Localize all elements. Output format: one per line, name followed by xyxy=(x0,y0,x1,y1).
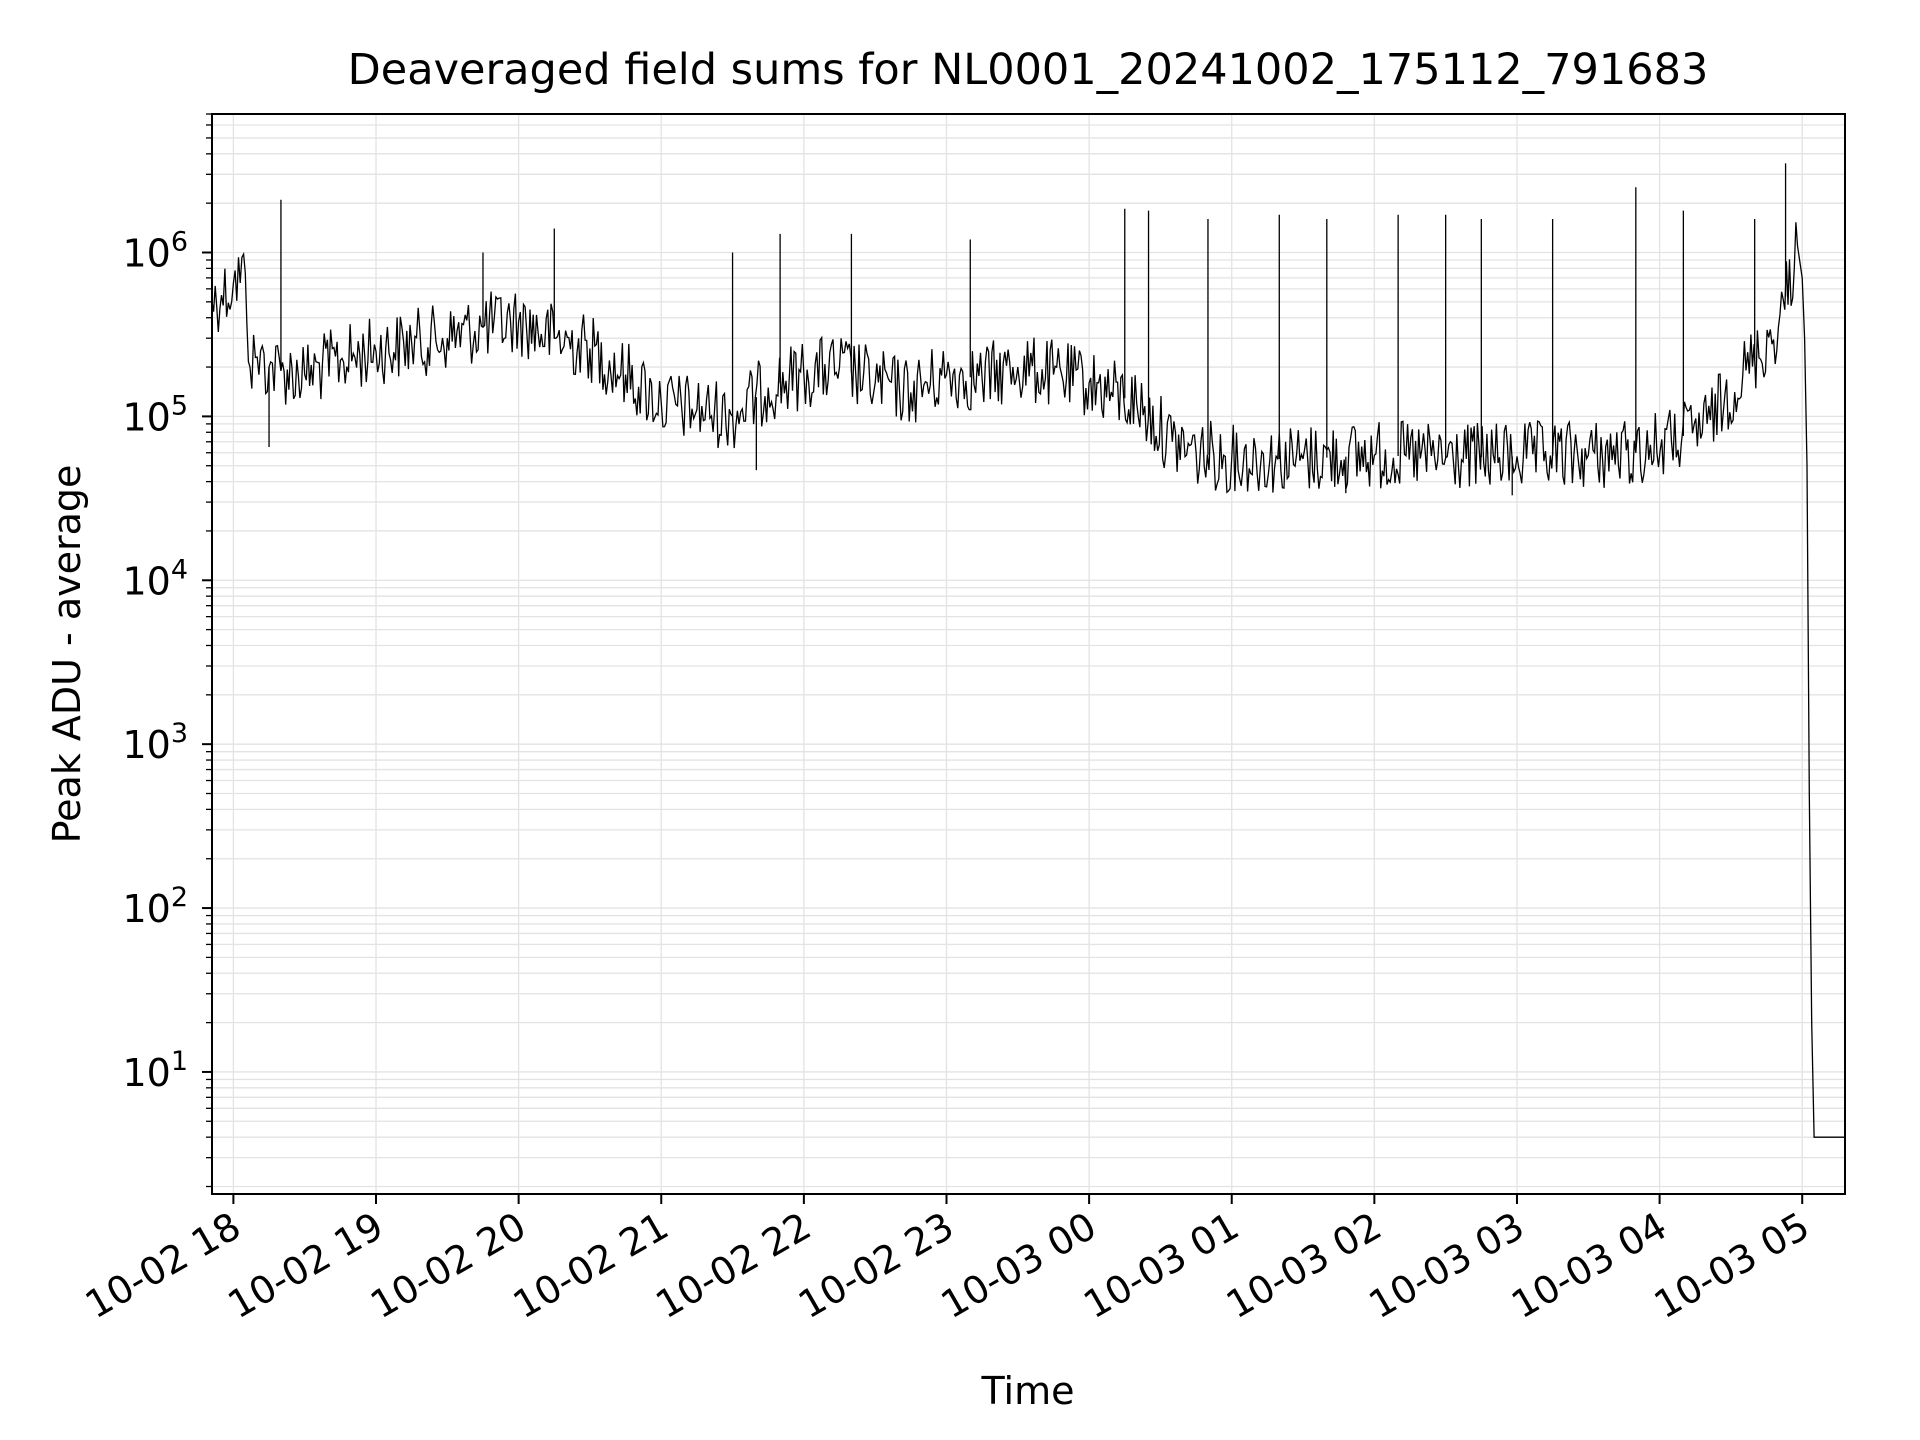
series-line xyxy=(211,222,1845,1138)
x-tick-label: 10-02 20 xyxy=(363,1204,533,1328)
plot-frame xyxy=(211,113,1846,1195)
y-axis-label: Peak ADU - average xyxy=(45,465,89,844)
x-tick-label: 10-02 22 xyxy=(648,1204,818,1328)
data-series xyxy=(211,163,1845,1138)
x-tick-label: 10-03 05 xyxy=(1647,1204,1817,1328)
grid-lines xyxy=(212,113,1845,1194)
x-tick-label: 10-02 21 xyxy=(506,1204,676,1328)
x-tick-label: 10-03 04 xyxy=(1504,1204,1674,1328)
y-tick-label: 104 xyxy=(122,554,188,603)
y-tick-label: 106 xyxy=(122,227,188,276)
y-tick-label: 105 xyxy=(122,390,188,439)
x-tick-label: 10-03 01 xyxy=(1076,1204,1246,1328)
x-tick-label: 10-02 23 xyxy=(791,1204,961,1328)
x-tick-label: 10-03 03 xyxy=(1362,1204,1532,1328)
axis-ticks xyxy=(202,113,1804,1204)
x-tick-label: 10-02 19 xyxy=(221,1204,391,1328)
y-tick-label: 103 xyxy=(122,718,188,767)
y-tick-label: 102 xyxy=(122,882,188,931)
x-axis-label: Time xyxy=(981,1369,1075,1413)
x-tick-label: 10-03 00 xyxy=(934,1204,1104,1328)
x-tick-label: 10-02 18 xyxy=(78,1204,248,1328)
chart-title: Deaveraged field sums for NL0001_2024100… xyxy=(348,45,1709,95)
x-tick-label: 10-03 02 xyxy=(1219,1204,1389,1328)
y-tick-label: 101 xyxy=(122,1046,188,1095)
